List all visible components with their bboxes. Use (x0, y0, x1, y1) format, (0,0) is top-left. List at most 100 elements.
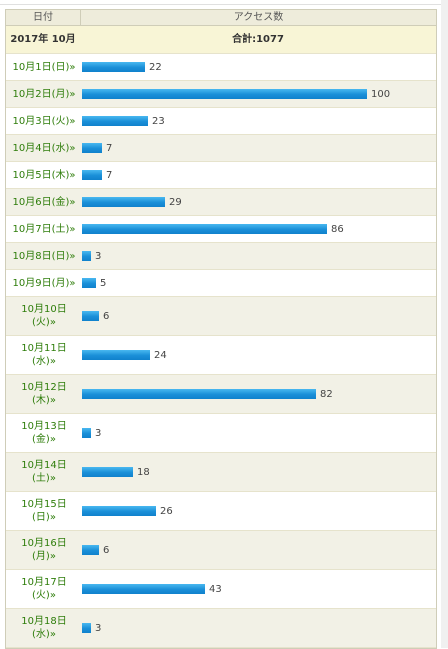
date-column-header: 日付 (6, 10, 81, 25)
bar-cell: 3 (82, 251, 436, 262)
access-bar (82, 62, 145, 72)
bar-cell: 29 (82, 197, 436, 208)
date-link[interactable]: 10月17日 (火)» (21, 577, 67, 601)
access-value: 7 (106, 142, 113, 154)
access-value: 86 (331, 223, 344, 235)
access-bar (82, 143, 102, 153)
access-bar (82, 170, 102, 180)
access-value: 7 (106, 169, 113, 181)
total-count: 合計:1077 (232, 34, 284, 45)
access-value: 3 (95, 250, 102, 262)
bar-cell: 6 (82, 311, 436, 322)
access-value: 100 (371, 88, 391, 100)
date-cell: 10月1日(日)» (6, 61, 82, 74)
access-column-header: アクセス数 (233, 12, 284, 23)
date-link[interactable]: 10月4日(水)» (12, 142, 76, 154)
date-link[interactable]: 10月18日 (水)» (21, 616, 67, 640)
access-value: 5 (100, 277, 107, 289)
date-link[interactable]: 10月6日(金)» (12, 196, 76, 208)
date-cell: 10月4日(水)» (6, 142, 82, 155)
access-bar (82, 545, 99, 555)
access-bar (82, 116, 148, 126)
bar-cell: 7 (82, 170, 436, 181)
date-cell: 10月5日(木)» (6, 169, 82, 182)
access-value: 24 (154, 349, 167, 361)
date-cell: 10月8日(日)» (6, 250, 82, 263)
table-row: 10月18日 (水)» 3 (6, 609, 436, 648)
date-cell: 10月15日 (日)» (6, 498, 82, 524)
table-row: 10月14日 (土)» 18 (6, 453, 436, 492)
bar-cell: 23 (82, 116, 436, 127)
access-value: 3 (95, 622, 102, 634)
access-value: 6 (103, 544, 110, 556)
date-link[interactable]: 10月7日(土)» (12, 223, 76, 235)
access-value: 29 (169, 196, 182, 208)
table-row: 10月6日(金)» 29 (6, 189, 436, 216)
access-value: 6 (103, 310, 110, 322)
access-bar (82, 584, 205, 594)
table-row: 10月16日 (月)» 6 (6, 531, 436, 570)
bar-cell: 3 (82, 623, 436, 634)
date-link[interactable]: 10月11日 (水)» (21, 343, 67, 367)
access-value: 82 (320, 388, 333, 400)
table-row: 10月3日(火)» 23 (6, 108, 436, 135)
access-value: 23 (152, 115, 165, 127)
table-row: 10月7日(土)» 86 (6, 216, 436, 243)
access-bar (82, 278, 96, 288)
date-link[interactable]: 10月2日(月)» (12, 88, 76, 100)
table-row: 10月15日 (日)» 26 (6, 492, 436, 531)
date-cell: 10月16日 (月)» (6, 537, 82, 563)
date-link[interactable]: 10月16日 (月)» (21, 538, 67, 562)
table-row: 10月10日 (火)» 6 (6, 297, 436, 336)
date-link[interactable]: 10月14日 (土)» (21, 460, 67, 484)
date-link[interactable]: 10月13日 (金)» (21, 421, 67, 445)
access-bar (82, 311, 99, 321)
access-bar (82, 623, 91, 633)
scrollbar[interactable] (441, 0, 448, 648)
summary-row: 2017年 10月 合計:1077 (6, 26, 436, 54)
access-table: 日付 アクセス数 2017年 10月 合計:1077 10月1日(日)» 22 10… (5, 9, 437, 649)
bar-cell: 22 (82, 62, 436, 73)
access-bar (82, 428, 91, 438)
date-cell: 10月18日 (水)» (6, 615, 82, 641)
access-bar (82, 89, 367, 99)
date-cell: 10月6日(金)» (6, 196, 82, 209)
bar-cell: 7 (82, 143, 436, 154)
date-link[interactable]: 10月5日(木)» (12, 169, 76, 181)
date-link[interactable]: 10月15日 (日)» (21, 499, 67, 523)
access-bar (82, 389, 316, 399)
table-row: 10月8日(日)» 3 (6, 243, 436, 270)
access-value: 26 (160, 505, 173, 517)
access-bar (82, 251, 91, 261)
date-link[interactable]: 10月8日(日)» (12, 250, 76, 262)
date-cell: 10月7日(土)» (6, 223, 82, 236)
month-label: 2017年 10月 (10, 34, 76, 45)
access-value: 43 (209, 583, 222, 595)
access-value: 3 (95, 427, 102, 439)
date-cell: 10月3日(火)» (6, 115, 82, 128)
date-link[interactable]: 10月12日 (木)» (21, 382, 67, 406)
access-bar (82, 224, 327, 234)
bar-cell: 82 (82, 389, 436, 400)
access-bar (82, 350, 150, 360)
bar-cell: 5 (82, 278, 436, 289)
date-cell: 10月10日 (火)» (6, 303, 82, 329)
table-row: 10月4日(水)» 7 (6, 135, 436, 162)
date-cell: 10月12日 (木)» (6, 381, 82, 407)
access-bar (82, 197, 165, 207)
date-link[interactable]: 10月3日(火)» (12, 115, 76, 127)
bar-cell: 3 (82, 428, 436, 439)
date-cell: 10月11日 (水)» (6, 342, 82, 368)
top-border (0, 4, 448, 5)
table-row: 10月9日(月)» 5 (6, 270, 436, 297)
date-link[interactable]: 10月1日(日)» (12, 61, 76, 73)
table-row: 10月2日(月)» 100 (6, 81, 436, 108)
access-value: 18 (137, 466, 150, 478)
table-row: 10月12日 (木)» 82 (6, 375, 436, 414)
bar-cell: 43 (82, 584, 436, 595)
date-link[interactable]: 10月9日(月)» (12, 277, 76, 289)
date-cell: 10月9日(月)» (6, 277, 82, 290)
date-cell: 10月2日(月)» (6, 88, 82, 101)
access-bar (82, 506, 156, 516)
date-link[interactable]: 10月10日 (火)» (21, 304, 67, 328)
